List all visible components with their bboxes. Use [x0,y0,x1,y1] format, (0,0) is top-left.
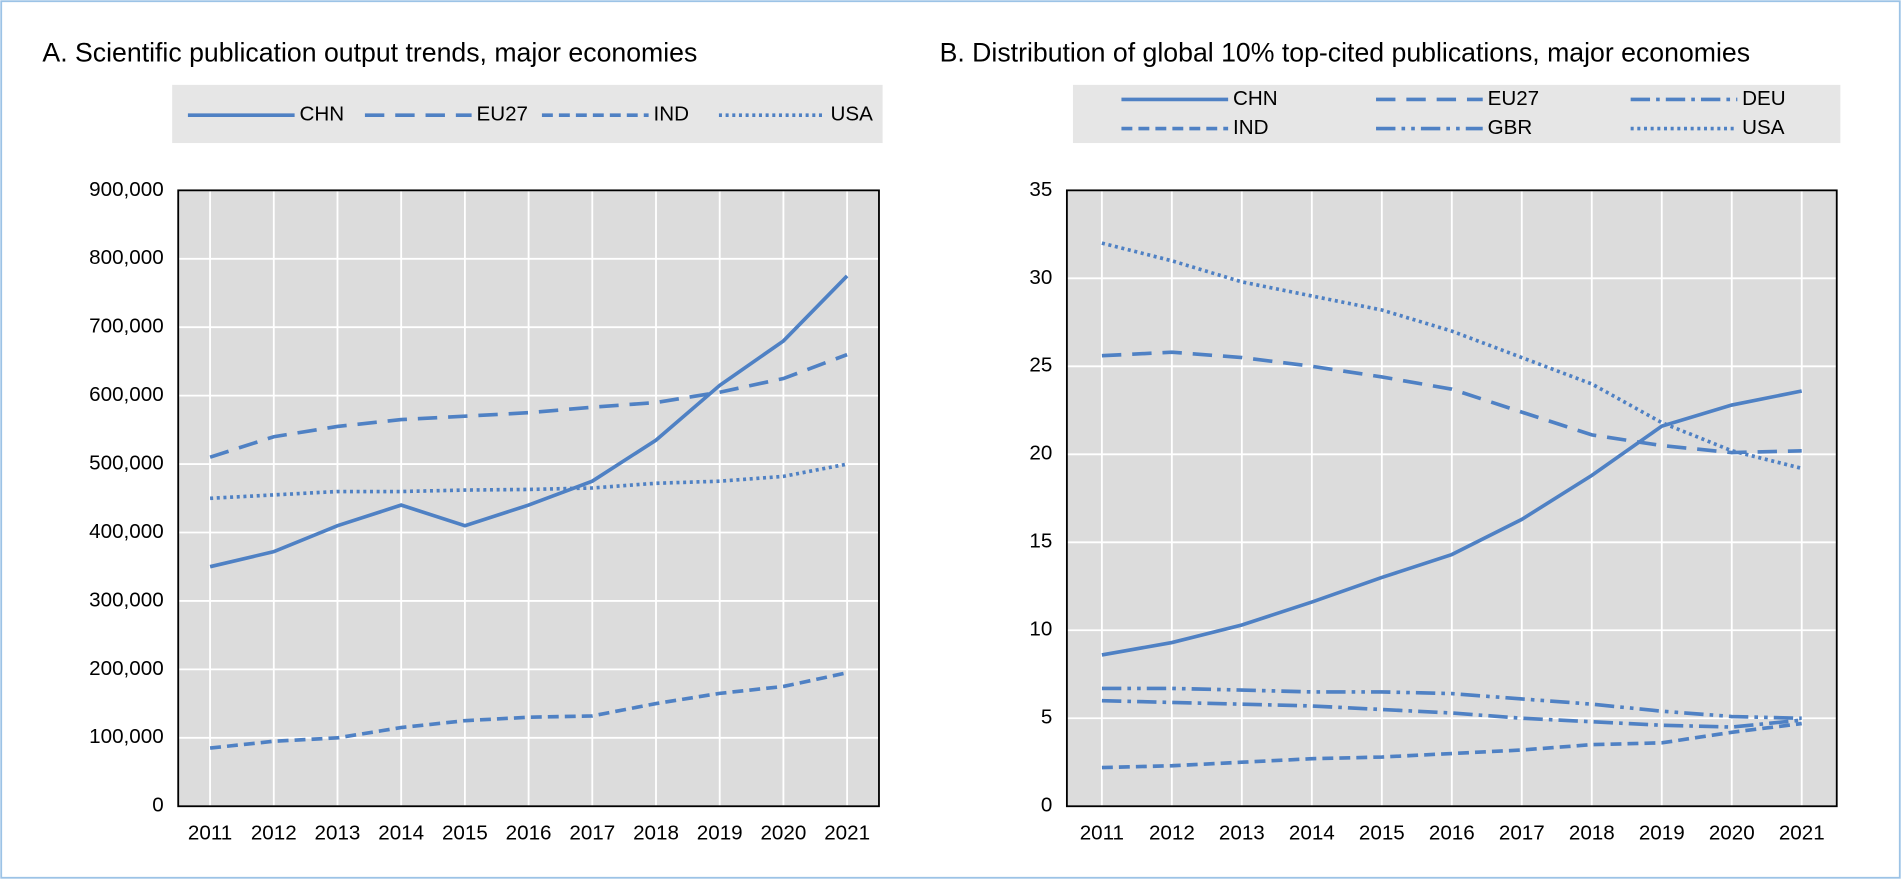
x-tick-label: 2019 [1639,822,1685,845]
x-tick-label: 2017 [1499,822,1545,845]
y-tick-label: 0 [152,794,163,817]
plot-border [1065,189,1838,808]
y-tick-label: 400,000 [89,520,164,543]
x-tick-label: 2021 [1779,822,1825,845]
y-tick-label: 5 [1041,706,1052,729]
x-tick-label: 2020 [1709,822,1755,845]
x-tick-label: 2014 [378,822,424,845]
x-tick-label: 2017 [569,822,615,845]
x-tick-label: 2016 [1429,822,1475,845]
y-tick-label: 700,000 [89,315,164,338]
x-tick-label: 2021 [824,822,870,845]
chart-title: A. Scientific publication output trends,… [42,38,697,68]
y-tick-label: 100,000 [89,725,164,748]
y-tick-label: 800,000 [89,246,164,269]
x-tick-label: 2011 [188,822,232,845]
y-tick-label: 500,000 [89,452,164,475]
y-tick-label: 25 [1029,354,1052,377]
legend-label: CHN [1233,87,1278,110]
legend-label: CHN [299,103,344,126]
plot-border [177,189,880,808]
y-tick-label: 900,000 [89,178,164,201]
legend-label: EU27 [476,103,528,126]
legend-label: GBR [1488,116,1533,139]
series-line [1101,686,1802,721]
x-tick-label: 2013 [1219,822,1265,845]
y-tick-label: 600,000 [89,383,164,406]
series-line [1101,389,1803,657]
x-tick-label: 2019 [697,822,743,845]
y-tick-label: 300,000 [89,588,164,611]
legend-box [1072,84,1841,144]
series-line [209,670,848,750]
series-line [1101,698,1802,729]
y-tick-label: 30 [1029,266,1052,289]
x-tick-label: 2016 [506,822,552,845]
x-tick-label: 2011 [1080,822,1124,845]
series-line [1101,721,1802,770]
x-tick-label: 2015 [442,822,488,845]
legend-label: USA [1742,116,1785,139]
x-tick-label: 2013 [315,822,361,845]
legend-label: IND [1233,116,1268,139]
x-tick-label: 2015 [1359,822,1405,845]
y-tick-label: 200,000 [89,657,164,680]
series-line [1101,350,1802,455]
legend-label: USA [830,103,873,126]
legend-label: DEU [1742,87,1786,110]
x-tick-label: 2012 [251,822,297,845]
series-line [209,352,848,459]
legend-label: EU27 [1488,87,1540,110]
x-tick-label: 2018 [633,822,679,845]
y-tick-label: 10 [1029,618,1052,641]
x-tick-label: 2012 [1149,822,1195,845]
y-tick-label: 0 [1041,794,1052,817]
series-line [209,274,849,569]
x-tick-label: 2020 [760,822,806,845]
x-tick-label: 2018 [1569,822,1615,845]
y-tick-label: 15 [1029,530,1052,553]
y-tick-label: 20 [1029,442,1052,465]
series-line [1101,241,1803,471]
x-tick-label: 2014 [1289,822,1335,845]
y-tick-label: 35 [1029,178,1052,201]
chart-title: B. Distribution of global 10% top-cited … [940,38,1750,68]
legend-label: IND [653,103,689,126]
